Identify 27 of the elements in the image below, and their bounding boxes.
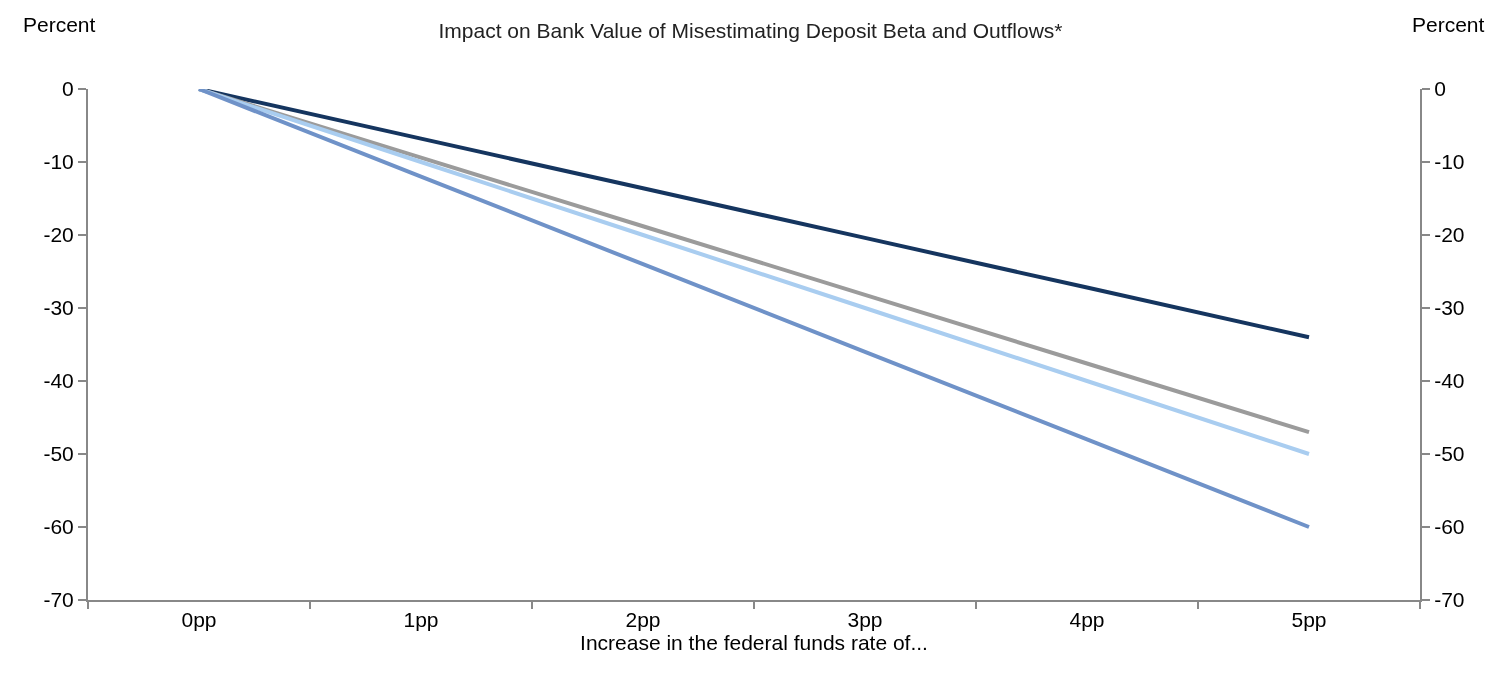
y-tick-label: -20 — [43, 223, 74, 247]
y2-axis-title: Percent — [1412, 13, 1485, 36]
x-axis-title: Increase in the federal funds rate of... — [580, 631, 928, 655]
y2-tick-label: -50 — [1434, 442, 1465, 466]
y-tick-label: 0 — [62, 77, 74, 101]
y-tick-label: -10 — [43, 150, 74, 174]
x-tick-label: 1pp — [403, 608, 439, 632]
y2-tick-label: -30 — [1434, 296, 1465, 320]
y-tick-label: -70 — [43, 588, 74, 612]
y-tick-label: -50 — [43, 442, 74, 466]
x-tick-label: 5pp — [1291, 608, 1327, 632]
y-tick-label: -30 — [43, 296, 74, 320]
y-tick-label: -60 — [43, 515, 74, 539]
x-tick-label: 4pp — [1069, 608, 1105, 632]
x-tick-label: 2pp — [625, 608, 661, 632]
y2-tick-label: -60 — [1434, 515, 1465, 539]
y2-tick-label: -40 — [1434, 369, 1465, 393]
y-tick-label: -40 — [43, 369, 74, 393]
y2-tick-label: -20 — [1434, 223, 1465, 247]
y2-tick-label: -70 — [1434, 588, 1465, 612]
line-series — [197, 89, 1311, 529]
chart-title: Impact on Bank Value of Misestimating Deposit Beta and Outflows* — [438, 19, 1063, 43]
x-tick-label: 0pp — [181, 608, 217, 632]
x-tick-label: 3pp — [847, 608, 883, 632]
y2-tick-label: -10 — [1434, 150, 1465, 174]
y2-tick-label: 0 — [1434, 77, 1446, 101]
y-axis-title: Percent — [23, 13, 96, 36]
